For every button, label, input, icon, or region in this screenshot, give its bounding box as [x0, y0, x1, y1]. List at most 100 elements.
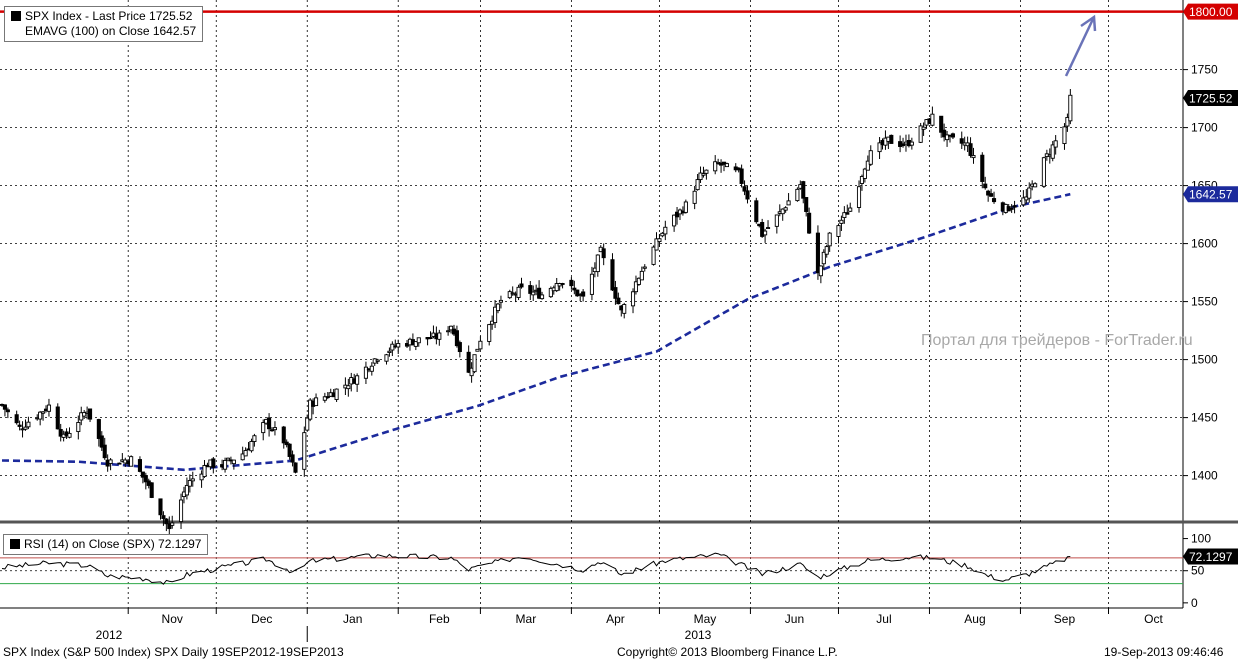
candle — [815, 225, 820, 280]
candle — [117, 462, 122, 465]
candle — [991, 191, 997, 204]
candle-body — [675, 211, 680, 218]
candle — [519, 277, 524, 289]
candle-body — [140, 471, 145, 478]
candle — [363, 361, 368, 385]
candle-body — [269, 429, 275, 432]
candle — [945, 130, 950, 147]
candle-body — [642, 266, 647, 269]
x-month-label: Jan — [343, 612, 362, 626]
candle — [807, 207, 812, 234]
candle-body — [190, 478, 195, 482]
candle-body — [495, 303, 501, 312]
candle-body — [108, 459, 113, 464]
candle-body — [848, 207, 853, 212]
candle — [1053, 135, 1058, 155]
candle — [322, 392, 327, 403]
candle — [457, 340, 462, 358]
candle-body — [446, 330, 451, 333]
candle — [1012, 200, 1017, 214]
candle-body — [630, 291, 636, 307]
candle — [428, 331, 433, 340]
candle — [865, 155, 870, 171]
candle-body — [472, 354, 477, 373]
candle — [287, 443, 292, 460]
candle-body — [724, 163, 729, 168]
candle — [824, 244, 829, 258]
x-month-label: Jun — [785, 612, 804, 626]
candle-body — [528, 285, 533, 294]
candle — [108, 458, 113, 471]
candle-body — [14, 414, 19, 424]
candle-body — [763, 230, 768, 236]
candle — [692, 186, 697, 210]
candle-body — [575, 289, 580, 297]
last-price-tag: 1725.52 — [1183, 89, 1238, 106]
candle — [783, 206, 788, 213]
candle — [765, 220, 771, 230]
candle-body — [58, 429, 63, 437]
candle — [290, 450, 295, 467]
candle-body — [137, 459, 142, 472]
candle — [754, 197, 759, 224]
candle-body — [46, 404, 52, 412]
candle — [877, 137, 882, 159]
candle-body — [1062, 126, 1067, 145]
candle-body — [581, 291, 586, 297]
candle-body — [821, 251, 826, 265]
candle-body — [55, 406, 60, 430]
ema-value-tag: 1642.57 — [1183, 186, 1238, 203]
candle-body — [290, 454, 295, 463]
candle-body — [225, 457, 231, 461]
candle — [745, 185, 750, 204]
last-price-tag-text: 1725.52 — [1189, 91, 1233, 105]
candle — [225, 457, 231, 462]
legend-price-series: SPX Index - Last Price 1725.52 — [25, 9, 193, 23]
candle — [249, 438, 254, 453]
candle-body — [595, 254, 600, 273]
candle-body — [413, 341, 418, 347]
candle — [243, 447, 248, 457]
candle — [475, 348, 480, 352]
candle-body — [67, 432, 72, 438]
candle-body — [554, 283, 559, 292]
candle — [387, 347, 392, 357]
footer-timestamp: 19-Sep-2013 09:46:46 — [1104, 645, 1224, 659]
candle-body — [223, 459, 228, 470]
candle — [507, 289, 512, 300]
candle-body — [1012, 205, 1017, 208]
rsi-tick-label: 50 — [1191, 564, 1205, 578]
legend-series-marker — [11, 11, 21, 21]
candle — [654, 232, 659, 251]
candle — [272, 421, 278, 436]
candle-body — [252, 435, 257, 442]
candle-body — [795, 188, 800, 202]
candle-body — [983, 183, 988, 189]
candle-body — [466, 351, 471, 373]
resistance-tag: 1800.00 — [1183, 3, 1238, 20]
candle-body — [868, 150, 873, 165]
candle-body — [164, 518, 169, 525]
candle — [26, 416, 31, 430]
candle — [446, 326, 451, 336]
candle — [959, 131, 964, 150]
candle — [384, 353, 389, 365]
candle — [695, 173, 700, 191]
candle — [17, 420, 22, 431]
candle-body — [548, 287, 553, 298]
rsi-value-tag: 72.1297 — [1183, 548, 1238, 565]
candle-body — [17, 424, 22, 427]
rsi-tick-label: 0 — [1191, 596, 1198, 610]
candle-body — [786, 200, 791, 206]
candle-body — [302, 432, 307, 470]
candle — [369, 362, 374, 376]
candle — [660, 231, 665, 238]
candle-body — [921, 126, 926, 130]
candle — [581, 289, 586, 302]
candle-body — [877, 142, 882, 153]
candle-body — [636, 277, 641, 285]
candle — [41, 411, 46, 421]
candle — [164, 518, 169, 532]
candle — [986, 189, 991, 202]
candle — [1065, 113, 1070, 132]
